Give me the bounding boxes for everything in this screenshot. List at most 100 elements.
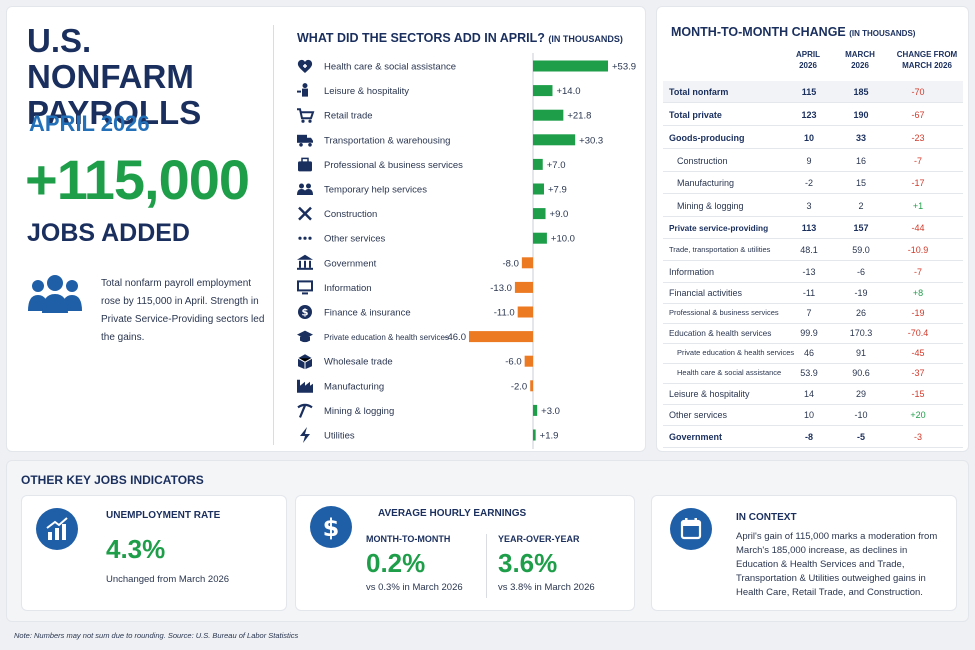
table-row: Professional & business services 7 26 -19 xyxy=(663,302,963,324)
change-value: -70.4 xyxy=(907,328,929,338)
april-value: 7 xyxy=(806,308,812,318)
march-value: 59.0 xyxy=(852,245,870,255)
value-label: +10.0 xyxy=(551,234,575,245)
unemployment-card: UNEMPLOYMENT RATE 4.3% Unchanged from Ma… xyxy=(21,495,287,611)
row-label: Manufacturing xyxy=(677,178,735,188)
march-value: 15 xyxy=(855,178,866,188)
march-value: 26 xyxy=(855,308,866,318)
row-label: Professional & business services xyxy=(669,308,779,317)
march-value: -6 xyxy=(856,267,865,277)
bar xyxy=(533,85,553,97)
table-title-text: MONTH-TO-MONTH CHANGE xyxy=(671,25,846,39)
row-label: Financial activities xyxy=(669,288,743,298)
table-title: MONTH-TO-MONTH CHANGE (IN THOUSANDS) xyxy=(671,25,915,39)
report-month: APRIL 2026 xyxy=(29,111,150,136)
table-row: Mining & logging 3 2 +1 xyxy=(663,195,963,217)
yoy-label: YEAR-OVER-YEAR xyxy=(498,534,580,544)
context-text: April's gain of 115,000 marks a moderati… xyxy=(736,531,938,598)
bar xyxy=(524,355,533,367)
table-row: Private education & health services 46 91 -… xyxy=(663,342,963,364)
mtm-label: MONTH-TO-MONTH xyxy=(366,534,451,544)
april-value: 46 xyxy=(803,348,814,358)
yoy-value: 3.6% xyxy=(498,548,558,578)
table-row: Leisure & hospitality 14 29 -15 xyxy=(663,383,963,405)
row-label: Private service-providing xyxy=(669,223,769,233)
value-label: +14.0 xyxy=(556,86,580,97)
row-label: Total private xyxy=(669,110,722,120)
april-value: 3 xyxy=(806,201,812,211)
table-row: Construction 9 16 -7 xyxy=(663,150,963,172)
header-change: CHANGE FROM MARCH 2026 xyxy=(896,50,958,70)
value-label: +7.9 xyxy=(548,185,567,196)
march-value: 29 xyxy=(855,389,866,399)
table-row: Health care & social assistance 53.9 90.6 -… xyxy=(663,362,963,384)
category-label: Other services xyxy=(324,234,385,245)
category-label: Retail trade xyxy=(324,111,373,122)
chart-row: Construction +9.0 xyxy=(298,206,569,221)
chart-row: Retail trade +21.8 xyxy=(297,108,591,123)
waiter-icon xyxy=(297,83,308,97)
value-label: +53.9 xyxy=(612,62,636,73)
table-row: Private service-providing 113 157 -44 xyxy=(663,217,963,239)
value-label: -6.0 xyxy=(505,357,521,368)
april-value: -13 xyxy=(802,267,816,277)
dollar-icon: $ xyxy=(310,506,352,548)
chart-row: Utilities +1.9 xyxy=(300,427,558,443)
march-value: 90.6 xyxy=(852,368,870,378)
change-value: -3 xyxy=(913,432,922,442)
change-value: -23 xyxy=(911,133,925,143)
category-label: Construction xyxy=(324,209,377,220)
row-label: Leisure & hospitality xyxy=(669,389,750,399)
category-label: Professional & business services xyxy=(324,160,463,171)
bar xyxy=(514,281,533,293)
category-label: Government xyxy=(324,258,377,269)
april-value: 9 xyxy=(806,156,812,166)
cart-icon xyxy=(297,108,315,123)
march-value: 157 xyxy=(853,223,869,233)
april-value: -11 xyxy=(802,288,816,298)
table-row: Financial activities -11 -19 +8 xyxy=(663,282,963,304)
header-march: MARCH 2026 xyxy=(845,50,875,70)
chart-up-icon xyxy=(36,508,78,550)
table-row: Goods-producing 10 33 -23 xyxy=(663,127,963,149)
category-label: Wholesale trade xyxy=(324,357,393,368)
value-label: -2.0 xyxy=(511,381,527,392)
yoy-note: vs 3.8% in March 2026 xyxy=(498,582,595,593)
march-value: -19 xyxy=(854,288,868,298)
value-label: +9.0 xyxy=(550,209,569,220)
change-value: -10.9 xyxy=(907,245,929,255)
indicators-section: OTHER KEY JOBS INDICATORS UNEMPLOYMENT R… xyxy=(6,460,969,622)
bar xyxy=(533,134,576,146)
chart-row: $ Finance & insurance -11.0 xyxy=(298,305,533,319)
row-label: Construction xyxy=(677,156,728,166)
bar xyxy=(533,60,608,72)
row-label: Trade, transportation & utilities xyxy=(669,245,771,254)
chart-title-note: (IN THOUSANDS) xyxy=(548,34,623,44)
header-april: APRIL 2026 xyxy=(796,50,820,70)
bar xyxy=(530,380,533,392)
value-label: -13.0 xyxy=(490,283,512,294)
category-label: Private education & health services xyxy=(324,333,449,342)
category-label: Temporary help services xyxy=(324,185,427,196)
graduation-cap-icon xyxy=(297,330,313,343)
unemployment-label: UNEMPLOYMENT RATE xyxy=(106,510,221,521)
earnings-card: $ AVERAGE HOURLY EARNINGS MONTH-TO-MONTH… xyxy=(295,495,635,611)
row-label: Goods-producing xyxy=(669,133,745,143)
chart-row: Health care & social assistance +53.9 xyxy=(297,59,636,73)
chart-row: Government -8.0 xyxy=(297,254,533,270)
march-value: -5 xyxy=(856,432,865,442)
change-table-card: MONTH-TO-MONTH CHANGE (IN THOUSANDS) APR… xyxy=(656,6,969,452)
chart-row: Transportation & warehousing +30.3 xyxy=(297,134,603,147)
table-row: Education & health services 99.9 170.3 -70.… xyxy=(663,322,963,344)
summary-text: Total nonfarm payroll employment rose by… xyxy=(101,278,265,343)
row-label: Other services xyxy=(669,410,728,420)
people-group-icon xyxy=(28,275,82,313)
bar xyxy=(533,183,544,195)
monitor-icon xyxy=(297,280,313,295)
value-label: +21.8 xyxy=(567,111,591,122)
row-label: Total nonfarm xyxy=(669,87,729,97)
chart-row: Other services +10.0 xyxy=(298,232,575,245)
april-value: -8 xyxy=(804,432,813,442)
april-value: 115 xyxy=(801,87,817,97)
value-label: +3.0 xyxy=(541,406,560,417)
